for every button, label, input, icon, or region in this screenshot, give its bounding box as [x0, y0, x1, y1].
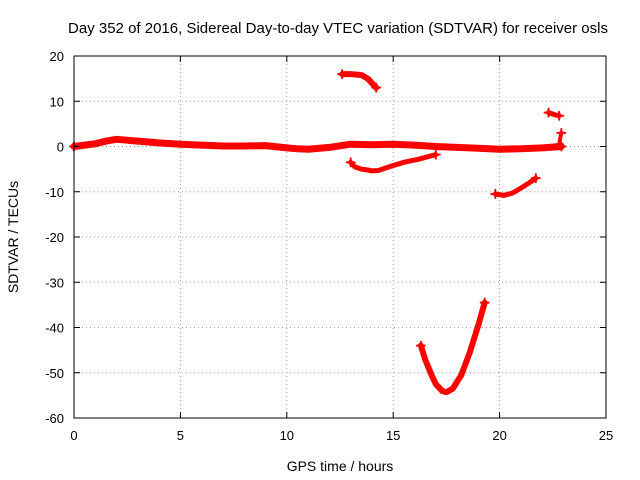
x-tick-label: 15: [386, 428, 400, 443]
y-tick-label: 10: [50, 94, 64, 109]
x-tick-label: 25: [599, 428, 613, 443]
y-tick-label: -10: [45, 185, 64, 200]
series-point-marker: [554, 110, 565, 121]
x-tick-label: 0: [70, 428, 77, 443]
x-tick-label: 10: [280, 428, 294, 443]
y-tick-label: 20: [50, 49, 64, 64]
x-tick-label: 5: [177, 428, 184, 443]
series-point-marker: [556, 127, 567, 138]
y-tick-label: -20: [45, 230, 64, 245]
series-point-marker: [337, 69, 348, 80]
series-arc-low: [417, 299, 488, 396]
y-tick-label: -50: [45, 366, 64, 381]
series-point-marker: [345, 157, 356, 168]
y-tick-label: -60: [45, 411, 64, 426]
series-arc-high: [339, 71, 380, 91]
plot-frame: [73, 55, 607, 419]
y-axis-label: SDTVAR / TECUs: [5, 181, 21, 293]
series-point-marker: [479, 297, 490, 308]
series-point-marker: [371, 82, 382, 93]
series-arc-mid: [348, 152, 439, 174]
series-arc-right: [492, 175, 539, 198]
series-main-band: [70, 135, 565, 153]
x-axis-label: GPS time / hours: [287, 458, 394, 474]
y-tick-label: -40: [45, 321, 64, 336]
series-point-marker: [490, 189, 501, 200]
series-point-marker: [543, 107, 554, 118]
series-layer: [69, 69, 567, 396]
series-point-marker: [415, 340, 426, 351]
series-point-marker: [530, 173, 541, 184]
y-tick-label: -30: [45, 275, 64, 290]
axis-layer: 0 5 10 15 20 25 -60 -50 -40 -30 -20 -10 0 10 20: [45, 49, 613, 443]
chart-title: Day 352 of 2016, Sidereal Day-to-day VTE…: [68, 20, 608, 37]
y-tick-label: 0: [57, 140, 64, 155]
x-tick-label: 20: [492, 428, 506, 443]
series-point-marker: [554, 139, 565, 150]
series-point-marker: [430, 149, 441, 160]
